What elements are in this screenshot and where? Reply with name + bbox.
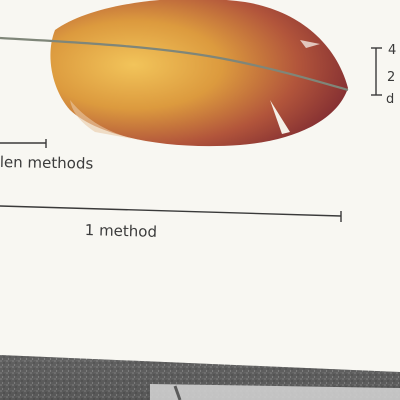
feather-shaft <box>0 36 349 92</box>
side-label-1: 4 <box>388 43 397 58</box>
side-label-3: d <box>386 92 395 107</box>
long-scale-label: 1 method <box>84 221 158 241</box>
floor-slab-edge <box>173 385 182 400</box>
short-scale-label: len methods <box>0 153 94 173</box>
vane-split-1 <box>270 100 290 134</box>
floor-slab <box>150 384 400 400</box>
long-scale-bar <box>0 205 342 217</box>
vane-split-2 <box>300 40 320 48</box>
side-label-2: 2 <box>387 70 396 85</box>
feather-fringe <box>70 100 150 142</box>
